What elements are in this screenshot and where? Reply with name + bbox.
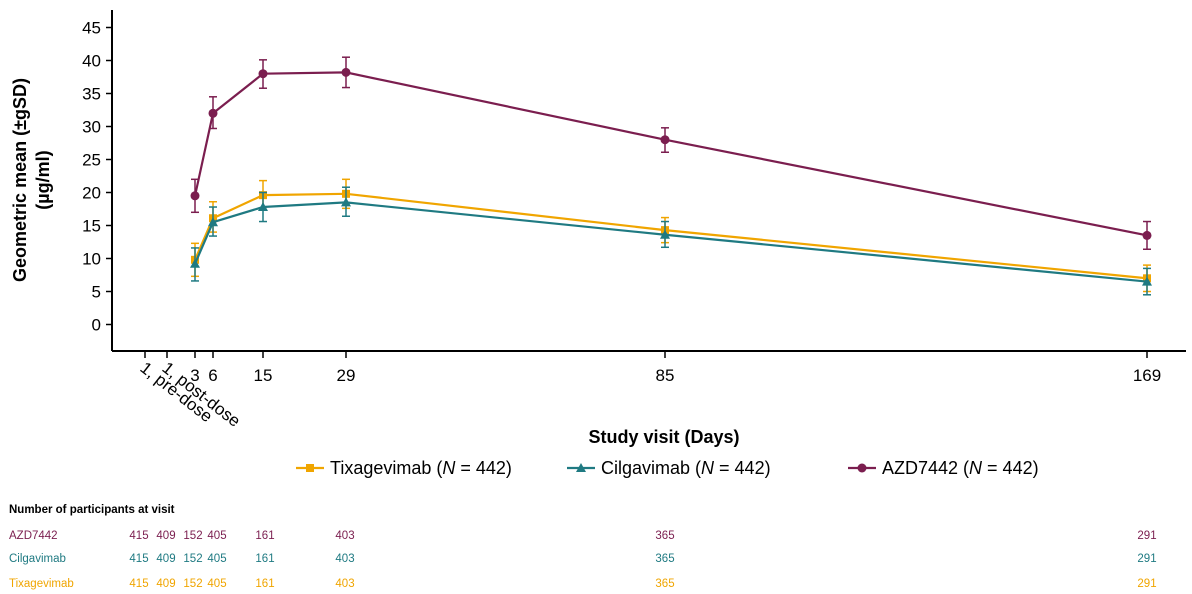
x-tick-label: 6	[208, 366, 217, 385]
y-tick-label: 45	[82, 19, 101, 38]
legend-label-count: = 442)	[982, 458, 1039, 478]
participants-count: 405	[207, 578, 226, 590]
data-point	[1142, 230, 1152, 240]
participants-count: 409	[156, 578, 175, 590]
series-line	[193, 71, 1148, 237]
participants-count: 409	[156, 530, 175, 542]
legend-label: Tixagevimab (N = 442)	[330, 458, 512, 478]
axis-titles: Geometric mean (±gSD) (µg/ml) Study visit…	[10, 78, 740, 447]
participants-count: 405	[207, 530, 226, 542]
participants-row-label: AZD7442	[9, 530, 58, 542]
participants-table-title: Number of participants at visit	[9, 504, 175, 516]
legend-label-n: N	[442, 458, 456, 478]
data-point	[660, 229, 670, 239]
series-azd7442	[190, 56, 1152, 251]
legend: Tixagevimab (N = 442) Cilgavimab (N = 442…	[296, 458, 1039, 478]
participants-count: 403	[335, 530, 354, 542]
series-cilgavimab	[190, 186, 1152, 296]
participants-count: 291	[1137, 578, 1156, 590]
legend-label: AZD7442 (N = 442)	[882, 458, 1039, 478]
series-layer	[190, 56, 1152, 296]
data-point	[190, 258, 200, 268]
legend-label-n: N	[969, 458, 983, 478]
participants-count: 415	[129, 553, 148, 565]
x-tick-label: 3	[190, 366, 199, 385]
participants-row-tixagevimab: Tixagevimab 415 409 152 405 161 403 365 291	[9, 578, 1157, 590]
participants-count: 365	[655, 530, 674, 542]
legend-label-count: = 442)	[714, 458, 771, 478]
participants-count: 365	[655, 553, 674, 565]
legend-label-name: AZD7442 (	[882, 458, 969, 478]
x-axis-title: Study visit (Days)	[588, 427, 739, 447]
y-tick-label: 0	[92, 316, 101, 335]
participants-count: 415	[129, 530, 148, 542]
axes	[111, 10, 1186, 352]
data-point	[660, 135, 670, 145]
legend-item-tixagevimab: Tixagevimab (N = 442)	[296, 458, 512, 478]
data-point	[190, 191, 200, 201]
legend-label-name: Cilgavimab (	[601, 458, 701, 478]
data-point	[341, 67, 351, 77]
data-point	[208, 217, 218, 227]
y-axis-title: Geometric mean (±gSD) (µg/ml)	[10, 78, 53, 282]
legend-label: Cilgavimab (N = 442)	[601, 458, 771, 478]
y-axis-ticks: 0 5 10 15 20 25 30 35 40 45	[82, 19, 112, 335]
y-tick-label: 25	[82, 151, 101, 170]
participants-row-cilgavimab: Cilgavimab 415 409 152 405 161 403 365 291	[9, 553, 1157, 565]
legend-label-count: = 442)	[455, 458, 512, 478]
data-point	[258, 69, 268, 79]
y-tick-label: 10	[82, 250, 101, 269]
participants-count: 152	[183, 530, 202, 542]
y-tick-label: 30	[82, 118, 101, 137]
legend-item-azd7442: AZD7442 (N = 442)	[848, 458, 1039, 478]
legend-marker	[306, 464, 314, 472]
data-point	[1142, 276, 1152, 286]
participants-row-label: Tixagevimab	[9, 578, 74, 590]
participants-count: 152	[183, 553, 202, 565]
participants-row-azd7442: AZD7442 415 409 152 405 161 403 365 291	[9, 530, 1157, 542]
participants-count: 403	[335, 578, 354, 590]
data-point	[258, 202, 268, 212]
x-tick-label: 29	[337, 366, 356, 385]
legend-label-name: Tixagevimab (	[330, 458, 442, 478]
participants-count: 161	[255, 578, 274, 590]
participants-count: 365	[655, 578, 674, 590]
data-point	[341, 197, 351, 207]
data-point	[208, 108, 218, 118]
participants-count: 415	[129, 578, 148, 590]
y-tick-label: 35	[82, 85, 101, 104]
y-tick-label: 20	[82, 184, 101, 203]
y-tick-label: 15	[82, 217, 101, 236]
legend-label-n: N	[701, 458, 715, 478]
participants-count: 161	[255, 553, 274, 565]
legend-item-cilgavimab: Cilgavimab (N = 442)	[567, 458, 771, 478]
x-tick-label: 15	[254, 366, 273, 385]
participants-count: 409	[156, 553, 175, 565]
legend-marker	[576, 463, 586, 472]
x-tick-label: 85	[656, 366, 675, 385]
participants-table: Number of participants at visit AZD7442 4…	[9, 504, 1157, 590]
series-line	[193, 201, 1148, 283]
y-axis-title-line: (µg/ml)	[33, 150, 53, 209]
participants-count: 403	[335, 553, 354, 565]
x-tick-label: 169	[1133, 366, 1161, 385]
y-tick-label: 40	[82, 52, 101, 71]
y-tick-label: 5	[92, 283, 101, 302]
participants-row-label: Cilgavimab	[9, 553, 66, 565]
legend-marker	[857, 463, 867, 473]
y-axis-title-line: Geometric mean (±gSD)	[10, 78, 30, 282]
participants-count: 291	[1137, 530, 1156, 542]
participants-count: 405	[207, 553, 226, 565]
participants-count: 161	[255, 530, 274, 542]
participants-count: 152	[183, 578, 202, 590]
participants-count: 291	[1137, 553, 1156, 565]
